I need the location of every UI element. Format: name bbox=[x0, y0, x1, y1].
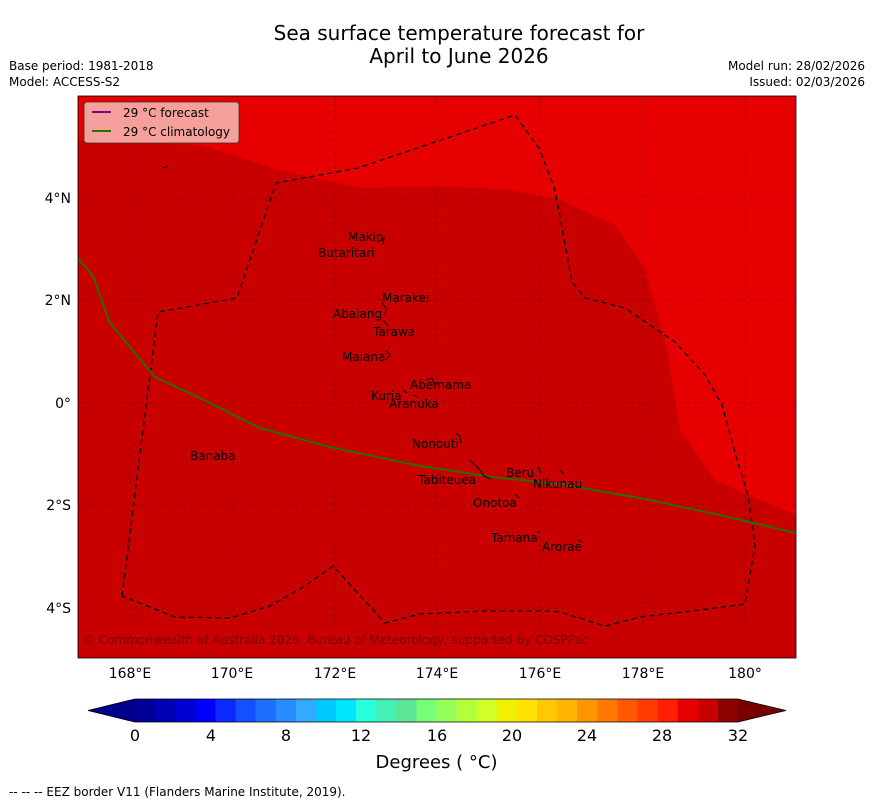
colorbar-segment bbox=[637, 699, 658, 722]
lat-tick: 2°S bbox=[46, 498, 71, 514]
colorbar-segment bbox=[175, 699, 196, 722]
island-label: Aranuka bbox=[389, 397, 439, 411]
colorbar-segment bbox=[436, 699, 457, 722]
title-line-1: Sea surface temperature forecast for bbox=[273, 21, 645, 45]
colorbar bbox=[87, 698, 787, 723]
meta-left: Base period: 1981-2018 Model: ACCESS-S2 bbox=[9, 58, 154, 90]
map-panel: Makin Butaritari Marakei Abaiang Tarawa … bbox=[78, 96, 796, 658]
colorbar-over-arrow bbox=[738, 699, 786, 722]
map-frame bbox=[77, 95, 797, 659]
colorbar-tick: 16 bbox=[427, 726, 447, 745]
colorbar-tick: 32 bbox=[728, 726, 748, 745]
colorbar-segment bbox=[295, 699, 317, 722]
island-label: Butaritari bbox=[318, 246, 375, 260]
base-period: Base period: 1981-2018 bbox=[9, 59, 154, 73]
lon-tick: 168°E bbox=[109, 666, 152, 682]
model-name: Model: ACCESS-S2 bbox=[9, 75, 121, 89]
colorbar-segment bbox=[376, 699, 397, 722]
island-label: Nonouti bbox=[412, 437, 459, 451]
colorbar-segment bbox=[396, 699, 417, 722]
lon-tick: 172°E bbox=[314, 666, 357, 682]
title-line-2: April to June 2026 bbox=[369, 44, 549, 68]
eez-footnote: -- -- -- EEZ border V11 (Flanders Marine… bbox=[9, 785, 346, 799]
colorbar-tick: 24 bbox=[577, 726, 597, 745]
island-label: Beru bbox=[506, 466, 534, 480]
colorbar-segment bbox=[315, 699, 337, 722]
island-label: Marakei bbox=[382, 291, 429, 305]
colorbar-segment bbox=[516, 699, 538, 722]
colorbar-segment bbox=[135, 699, 156, 722]
colorbar-segment bbox=[537, 699, 558, 722]
sst-region-30-31 bbox=[78, 140, 796, 658]
colorbar-segment bbox=[356, 699, 377, 722]
island-label: Nikunau bbox=[533, 477, 582, 491]
island-label: Makin bbox=[348, 230, 384, 244]
colorbar-tick: 4 bbox=[206, 726, 216, 745]
colorbar-segment bbox=[717, 699, 739, 722]
eez-border bbox=[121, 114, 756, 627]
colorbar-segment bbox=[496, 699, 518, 722]
island-label: Tamana bbox=[490, 531, 538, 545]
island-labels: Makin Butaritari Marakei Abaiang Tarawa … bbox=[190, 230, 582, 554]
island-label: Abaiang bbox=[333, 307, 382, 321]
colorbar-under-arrow bbox=[88, 699, 135, 722]
colorbar-segment bbox=[697, 699, 719, 722]
colorbar-segment bbox=[215, 699, 236, 722]
colorbar-tick: 8 bbox=[281, 726, 291, 745]
lat-tick: 2°N bbox=[45, 293, 71, 309]
latitude-tick-labels: 4°N 2°N 0° 2°S 4°S bbox=[45, 191, 72, 617]
island-label: Banaba bbox=[190, 449, 236, 463]
colorbar-tick: 12 bbox=[351, 726, 371, 745]
colorbar-segment bbox=[195, 699, 216, 722]
map-legend: 29 °C forecast 29 °C climatology bbox=[83, 101, 240, 144]
island-label: Onotoa bbox=[473, 496, 517, 510]
colorbar-segment bbox=[336, 699, 357, 722]
meta-right: Model run: 28/02/2026 Issued: 02/03/2026 bbox=[728, 58, 865, 90]
island-label: Kuria bbox=[371, 389, 402, 403]
colorbar-segment bbox=[255, 699, 277, 722]
lon-tick: 174°E bbox=[416, 666, 459, 682]
climatology-legend-label: 29 °C climatology bbox=[123, 125, 230, 139]
colorbar-tick: 0 bbox=[130, 726, 140, 745]
colorbar-segment bbox=[657, 699, 679, 722]
longitude-tick-labels: 168°E 170°E 172°E 174°E 176°E 178°E 180° bbox=[109, 666, 762, 682]
island-label: Arorae bbox=[542, 540, 582, 554]
lat-tick: 4°S bbox=[46, 601, 71, 617]
island-label: Tabiteuea bbox=[417, 473, 476, 487]
lon-tick: 180° bbox=[728, 666, 762, 682]
colorbar-tick: 20 bbox=[502, 726, 522, 745]
colorbar-segment bbox=[235, 699, 256, 722]
colorbar-segment bbox=[677, 699, 699, 722]
colorbar-segment bbox=[155, 699, 176, 722]
colorbar-segment bbox=[476, 699, 498, 722]
colorbar-segment bbox=[275, 699, 297, 722]
colorbar-segment bbox=[456, 699, 478, 722]
colorbar-title: Degrees ( °C) bbox=[375, 752, 498, 773]
colorbar-segment bbox=[597, 699, 618, 722]
colorbar-segment bbox=[557, 699, 578, 722]
copyright-note: © Commonwealth of Australia 2026, Bureau… bbox=[83, 633, 588, 647]
climatology-29-contour bbox=[78, 257, 796, 534]
model-run: Model run: 28/02/2026 bbox=[727, 59, 865, 73]
lat-tick: 0° bbox=[55, 396, 71, 412]
island-label: Abemama bbox=[410, 378, 471, 392]
graticule bbox=[78, 96, 796, 658]
lon-tick: 170°E bbox=[211, 666, 254, 682]
forecast-legend-label: 29 °C forecast bbox=[123, 106, 209, 120]
colorbar-outline bbox=[87, 698, 787, 723]
colorbar-tick-labels: 0 4 8 12 16 20 24 28 32 bbox=[130, 726, 748, 745]
island-outlines bbox=[162, 165, 583, 543]
colorbar-segment bbox=[617, 699, 638, 722]
island-label: Maiana bbox=[342, 350, 385, 364]
chart-title: Sea surface temperature forecast for Apr… bbox=[0, 22, 873, 68]
lon-tick: 176°E bbox=[519, 666, 562, 682]
island-label: Tarawa bbox=[372, 325, 415, 339]
lon-tick: 178°E bbox=[622, 666, 665, 682]
colorbar-tick: 28 bbox=[652, 726, 672, 745]
colorbar-segment bbox=[577, 699, 598, 722]
lat-tick: 4°N bbox=[45, 191, 71, 207]
colorbar-segment bbox=[416, 699, 437, 722]
issued-date: Issued: 02/03/2026 bbox=[749, 75, 865, 89]
